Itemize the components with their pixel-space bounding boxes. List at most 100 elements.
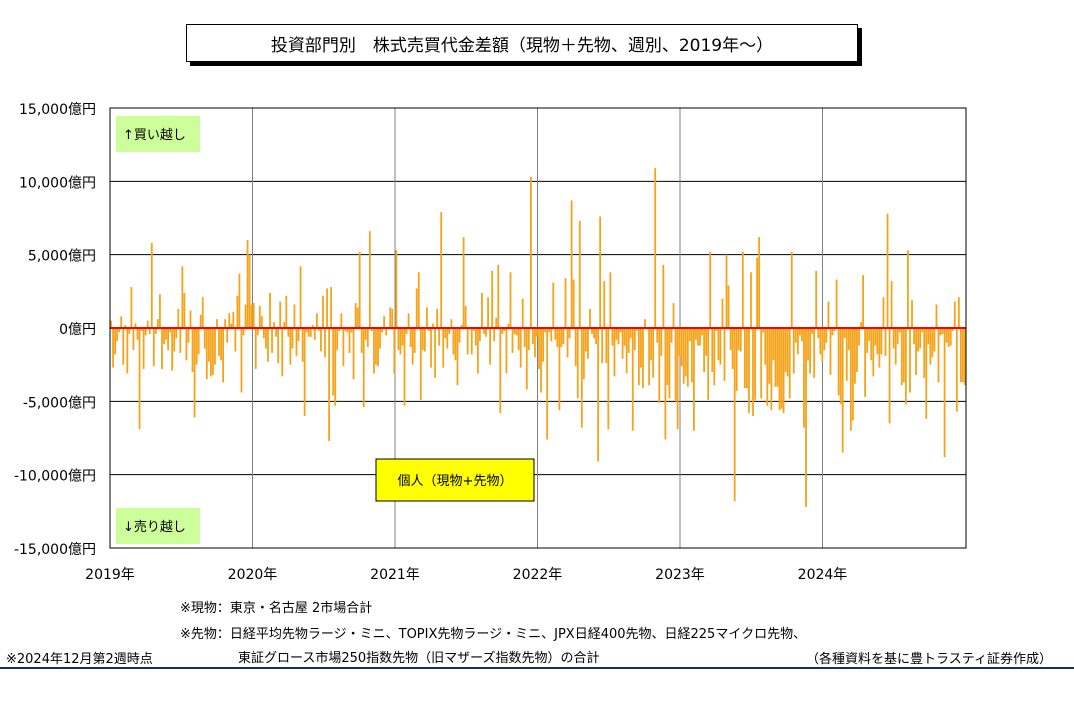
bar [656,328,659,343]
bar [428,328,430,331]
bar [935,304,938,328]
bar [128,328,131,334]
bar [570,200,573,328]
legend-bg [375,458,535,502]
bar [529,176,532,328]
bar [199,314,202,328]
bar [953,301,956,328]
bar [788,328,791,399]
bar [737,328,740,350]
bar [232,311,235,328]
bar [892,328,895,349]
y-tick-label: 5,000億円 [28,249,96,265]
bar [507,323,510,328]
bar [827,301,830,328]
bar [534,328,536,358]
bar [377,328,379,367]
bar [585,328,587,352]
bar [511,328,514,353]
x-tick-label: 2019年 [85,567,135,583]
bar [845,328,848,381]
bar [811,328,814,334]
bar [964,328,966,386]
bar [479,328,481,342]
bar [124,325,127,328]
bar [674,328,677,402]
bar [927,328,930,345]
bar [299,266,302,328]
bar [271,328,273,353]
bar [721,298,724,328]
bar [778,328,781,411]
bar [688,328,691,342]
bar [849,328,852,431]
bar [472,328,475,331]
bar [448,328,451,334]
bar [929,328,932,365]
bar [307,328,310,337]
bar [525,328,528,390]
bar [497,264,500,328]
bar [252,303,255,328]
bar [195,328,198,365]
bar [234,328,237,352]
bar [741,251,744,328]
bar [503,328,506,331]
note-futures: ※先物：日経平均先物ラージ・ミニ、TOPIX先物ラージ・ミニ、JPX日経400先… [180,627,807,642]
bar [766,328,769,406]
bar [438,328,441,346]
bar [648,328,650,386]
bar [843,328,846,339]
bar [748,328,750,414]
bar [262,328,265,339]
bar [786,328,789,377]
bar [729,328,732,350]
bar [189,310,192,328]
bar [917,328,919,352]
bar [876,328,879,355]
bar [411,328,414,365]
bar [118,328,121,333]
bar [460,325,463,328]
bar [593,328,595,339]
bar [371,328,373,331]
bar [513,328,516,334]
bar [642,328,644,389]
bar [670,328,673,343]
bar [713,328,716,386]
bar [833,328,836,331]
sell-label: ↓売り越し [123,519,186,535]
bar [336,328,339,350]
bar [462,237,465,328]
legend-box: 個人（現物+先物） [375,458,535,502]
bar [348,328,351,353]
bar [322,295,324,328]
bar [792,328,795,374]
bar [837,328,840,396]
bar [794,328,797,343]
bar [269,292,271,328]
bar [874,328,877,346]
bar [907,250,909,328]
bar [803,328,805,428]
bar [483,328,485,334]
bar [254,328,257,370]
chart-title: 投資部門別 株式売買代金差額（現物＋先物、週別、2019年～） [186,24,858,62]
bar [562,328,565,345]
bar [574,328,577,367]
bar [896,328,899,345]
bar [566,328,569,358]
bar [768,328,771,384]
bar [260,316,263,328]
bar [201,297,204,328]
bar [631,328,634,431]
note-cash: ※現物：東京・名古屋 2市場合計 [180,601,373,616]
bar [320,328,322,352]
bar [293,304,296,328]
bar [919,328,922,349]
bar [171,328,174,371]
bar [619,328,622,333]
bar [715,328,718,331]
bar [556,328,559,348]
bar [680,328,683,367]
